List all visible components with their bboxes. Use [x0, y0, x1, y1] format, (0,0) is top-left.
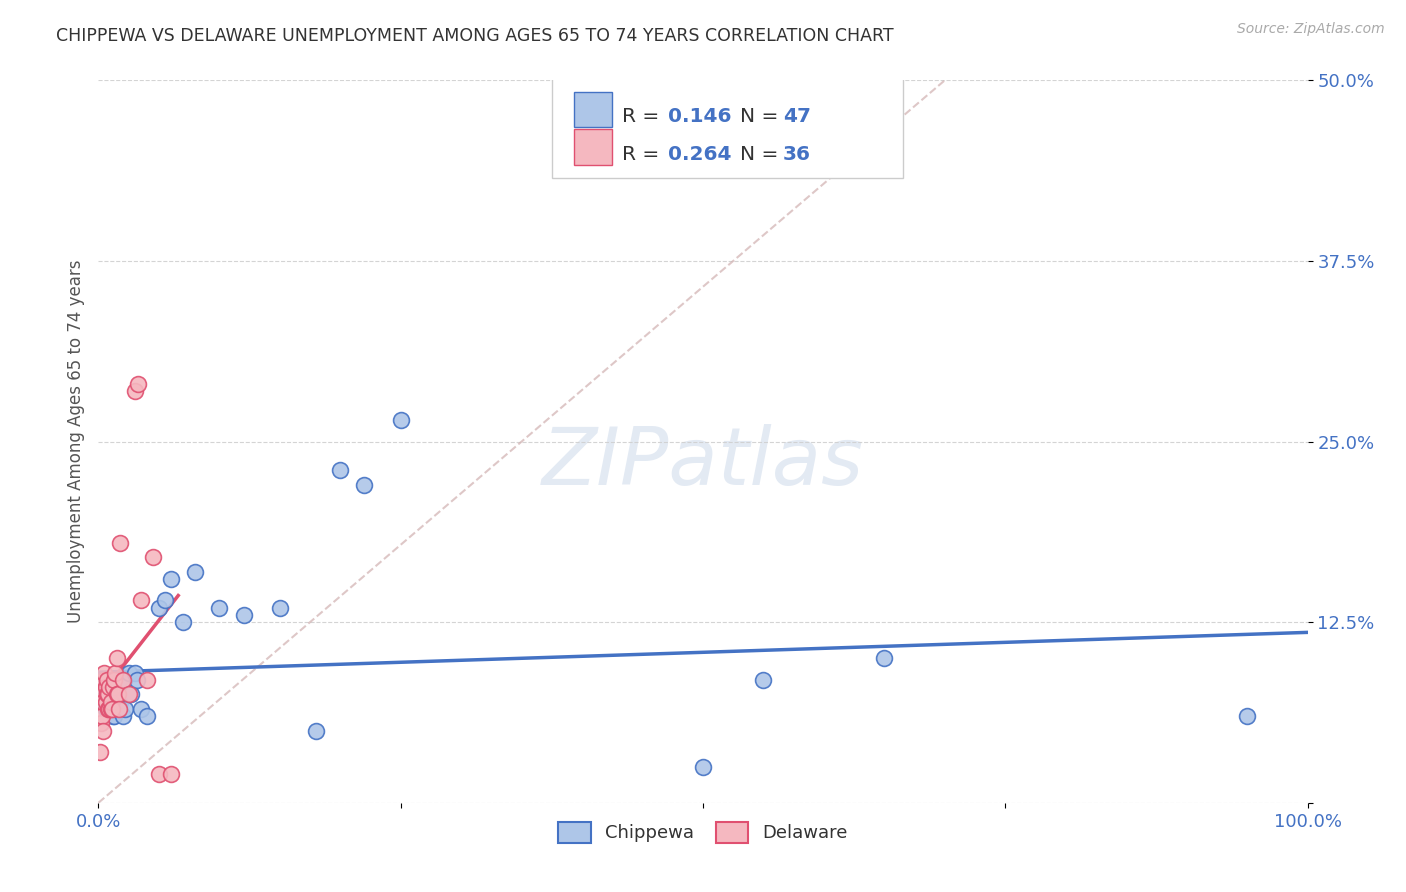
Point [108, 673, 131, 687]
Point [97, 687, 120, 701]
Point [93, 673, 115, 687]
Point [129, 593, 152, 607]
Point [93, 695, 115, 709]
Point [269, 600, 291, 615]
Point [127, 673, 149, 687]
Point [89, 745, 111, 759]
Point [100, 695, 122, 709]
Point [98, 702, 121, 716]
Legend: Chippewa, Delaware: Chippewa, Delaware [548, 813, 858, 852]
Point [208, 600, 231, 615]
Point [101, 709, 124, 723]
Point [114, 702, 136, 716]
Point [98, 687, 121, 701]
Text: R =: R = [621, 145, 665, 164]
Point [105, 651, 128, 665]
Text: N =: N = [741, 145, 785, 164]
Point [135, 709, 157, 723]
Point [127, 376, 149, 391]
Point [329, 463, 352, 477]
Text: ZIPatlas: ZIPatlas [541, 425, 865, 502]
Point [100, 702, 122, 716]
Point [148, 767, 170, 781]
Point [91, 723, 114, 738]
Point [305, 723, 328, 738]
Point [108, 535, 131, 549]
Point [100, 702, 122, 716]
Point [873, 651, 896, 665]
Text: CHIPPEWA VS DELAWARE UNEMPLOYMENT AMONG AGES 65 TO 74 YEARS CORRELATION CHART: CHIPPEWA VS DELAWARE UNEMPLOYMENT AMONG … [56, 27, 894, 45]
Text: 47: 47 [783, 107, 811, 126]
Point [91, 709, 114, 723]
Text: Source: ZipAtlas.com: Source: ZipAtlas.com [1237, 22, 1385, 37]
Point [94, 702, 117, 716]
Point [105, 702, 128, 716]
Point [160, 572, 183, 586]
Point [100, 702, 122, 716]
Point [97, 680, 120, 694]
Point [91, 680, 114, 694]
Point [108, 702, 131, 716]
Point [94, 680, 117, 694]
Point [104, 665, 127, 680]
Point [172, 615, 194, 630]
Point [107, 687, 129, 701]
Point [96, 673, 118, 687]
Point [232, 607, 254, 622]
Point [160, 767, 183, 781]
Point [389, 413, 412, 427]
Point [104, 702, 127, 716]
Point [94, 695, 117, 709]
Point [91, 695, 114, 709]
Point [94, 687, 117, 701]
Point [100, 702, 122, 716]
Point [100, 695, 122, 709]
Point [91, 687, 114, 701]
Point [353, 478, 375, 492]
Point [124, 384, 146, 398]
Text: 36: 36 [783, 145, 811, 164]
Point [103, 673, 125, 687]
Point [93, 673, 115, 687]
Y-axis label: Unemployment Among Ages 65 to 74 years: Unemployment Among Ages 65 to 74 years [66, 260, 84, 624]
Point [96, 687, 118, 701]
Point [692, 760, 714, 774]
Point [118, 687, 141, 701]
Point [1236, 709, 1258, 723]
Point [120, 687, 142, 701]
Point [111, 709, 134, 723]
Point [90, 716, 112, 731]
Point [93, 665, 115, 680]
Point [124, 665, 146, 680]
Point [98, 680, 121, 694]
Text: 0.146: 0.146 [668, 107, 731, 126]
FancyBboxPatch shape [574, 129, 613, 165]
Point [107, 702, 129, 716]
Point [111, 673, 134, 687]
Point [752, 673, 775, 687]
Text: 0.264: 0.264 [668, 145, 731, 164]
Text: N =: N = [741, 107, 785, 126]
Point [91, 687, 114, 701]
Point [135, 673, 157, 687]
Point [96, 702, 118, 716]
Point [103, 709, 125, 723]
Point [142, 550, 165, 565]
Point [118, 665, 141, 680]
Point [105, 687, 128, 701]
Point [148, 600, 170, 615]
Point [96, 687, 118, 701]
Point [153, 593, 176, 607]
Point [101, 680, 124, 694]
Point [129, 702, 152, 716]
Point [98, 702, 121, 716]
Text: R =: R = [621, 107, 665, 126]
Point [97, 702, 120, 716]
Point [97, 695, 120, 709]
Point [112, 673, 135, 687]
FancyBboxPatch shape [551, 77, 903, 178]
FancyBboxPatch shape [574, 92, 613, 128]
Point [184, 565, 207, 579]
Point [108, 695, 131, 709]
